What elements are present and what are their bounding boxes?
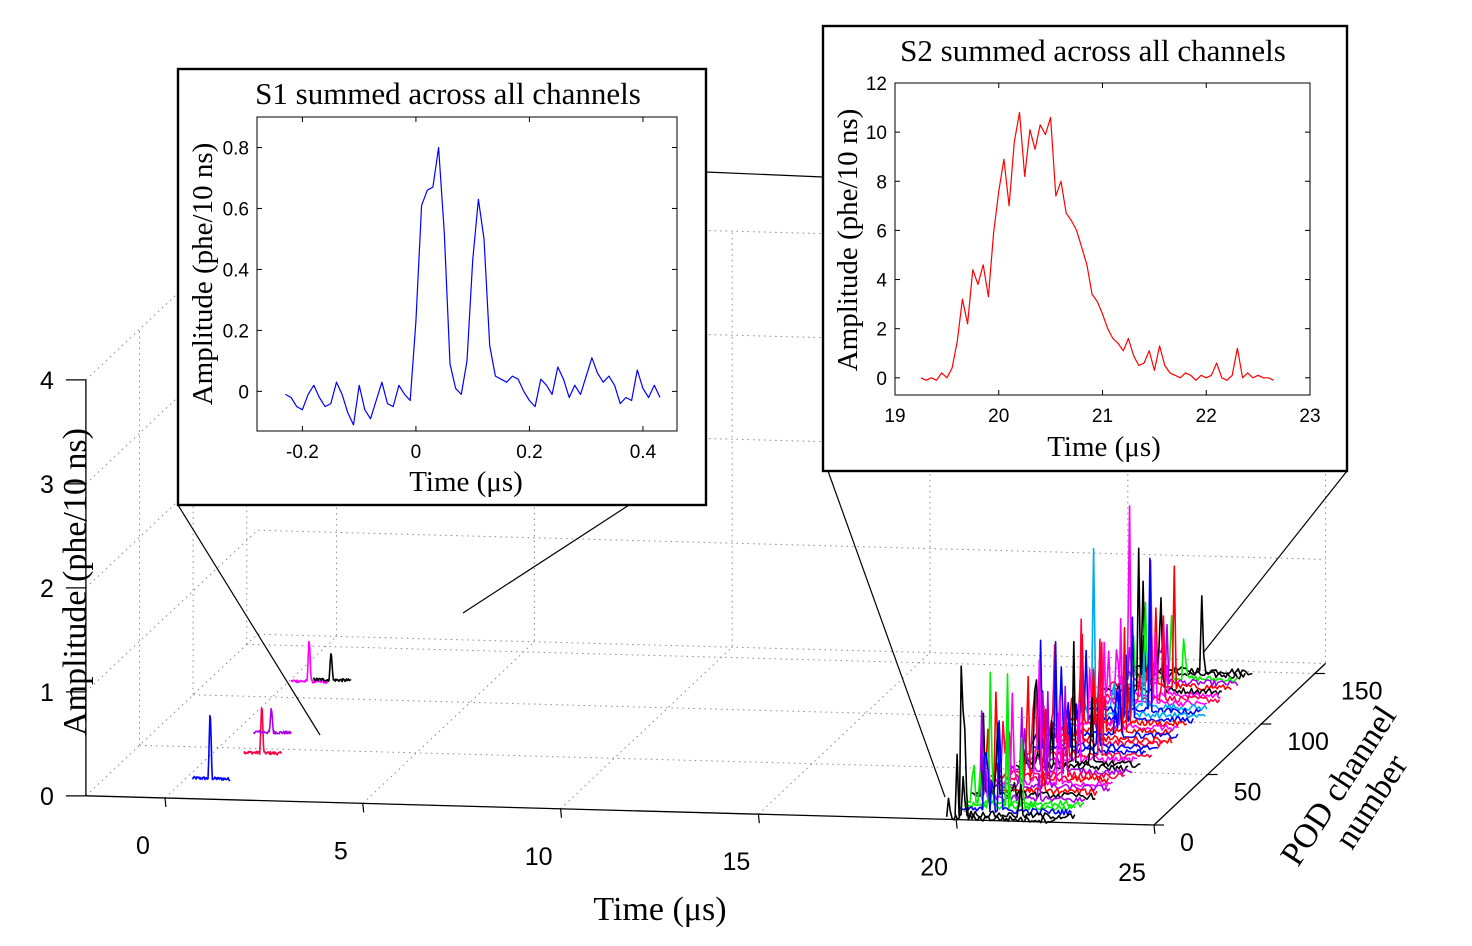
channel-tick-label: 0	[1180, 829, 1194, 857]
grid-line-channel-floor	[139, 744, 1208, 775]
main-x-axis-label: Time (μs)	[593, 891, 726, 928]
s2-plot-area	[894, 82, 1311, 396]
amplitude-tick-label: 1	[40, 679, 54, 707]
s1-pulse-trace	[312, 652, 352, 683]
s1-y-tick-label: 0.4	[223, 260, 250, 281]
s1-x-tick-label: -0.2	[286, 442, 319, 463]
s1-inset-title: S1 summed across all channels	[255, 76, 641, 111]
main-y-axis-label: POD channel number	[1274, 692, 1439, 892]
time-tick-label: 0	[136, 832, 150, 860]
main-z-axis-label: Amplitude (phe/10 ns)	[57, 428, 94, 736]
time-tick-label: 10	[525, 843, 553, 871]
s1-pulse-trace	[252, 707, 292, 735]
s1-x-tick-label: 0.4	[630, 442, 657, 463]
amplitude-tick-label: 4	[40, 367, 54, 395]
inset-connector-lines	[177, 171, 1348, 798]
s2-inset-title: S2 summed across all channels	[900, 33, 1286, 68]
s2-trace	[920, 111, 1274, 381]
s2-pulse-trace	[1108, 565, 1232, 691]
s2-y-axis-label: Amplitude (phe/10 ns)	[832, 109, 864, 372]
s1-x-tick-label: 0	[411, 442, 422, 463]
s2-x-tick-label: 23	[1299, 406, 1320, 427]
s2-y-tick-label: 4	[876, 271, 887, 292]
s2-inset: S2 summed across all channels 19 20 21 22 23…	[821, 24, 1349, 473]
s1-trace	[285, 146, 661, 426]
s1-x-axis-label: Time (μs)	[409, 466, 523, 498]
amplitude-tick-label: 2	[40, 575, 54, 603]
s2-x-tick-label: 20	[988, 406, 1009, 427]
s1-connector-top	[705, 171, 824, 178]
s2-y-tick-label: 10	[866, 123, 887, 144]
s2-y-tick-label: 6	[876, 221, 887, 242]
grid-line-channel-floor	[193, 694, 1262, 725]
s1-y-axis-label: Amplitude (phe/10 ns)	[187, 143, 219, 406]
time-tick	[560, 808, 563, 818]
s2-pulse-trace	[1015, 679, 1129, 772]
s2-pulse-trace	[1070, 633, 1187, 727]
s1-plot-area	[256, 116, 678, 432]
s2-x-tick-label: 19	[884, 406, 905, 427]
s1-y-tick-label: 0	[238, 382, 249, 403]
s2-connector-left	[827, 470, 946, 798]
amplitude-tick-label: 0	[40, 783, 54, 811]
channel-tick-label: 50	[1234, 779, 1262, 807]
time-tick-label: 5	[334, 837, 348, 865]
s1-x-tick-label: 0.2	[516, 442, 542, 463]
time-tick	[757, 814, 760, 824]
time-tick-label: 25	[1118, 859, 1146, 887]
channel-axis-line	[1153, 662, 1327, 826]
channel-tick-label: 100	[1287, 728, 1329, 756]
s2-pulse-trace	[959, 720, 1073, 816]
time-tick	[164, 797, 167, 808]
s1-connector-left	[177, 504, 321, 736]
s1-inset: S1 summed across all channels -0.2 0 0.2 0.…	[176, 67, 708, 507]
time-tick-label: 20	[920, 854, 948, 882]
s1-pulse-trace	[191, 714, 231, 782]
s2-pulse-trace	[954, 753, 1076, 820]
time-tick	[955, 819, 958, 829]
s1-y-tick-label: 0.2	[223, 321, 249, 342]
s2-y-tick-label: 0	[876, 369, 887, 390]
s2-x-tick-label: 21	[1092, 406, 1113, 427]
s1-ticks: -0.2 0 0.2 0.4 0 0.2 0.4 0.6 0.8	[223, 117, 677, 463]
s1-pulse-trace	[243, 707, 283, 756]
s2-y-tick-label: 8	[876, 172, 887, 193]
time-tick-label: 15	[722, 848, 750, 876]
main-traces	[191, 505, 1253, 824]
s1-y-tick-label: 0.8	[223, 138, 249, 159]
s2-ticks: 19 20 21 22 23 0 2 4 6 8 10 12	[866, 74, 1321, 427]
s2-pulse-trace	[945, 665, 1056, 824]
s2-y-tick-label: 12	[866, 74, 887, 95]
channel-tick-label: 150	[1341, 678, 1383, 706]
time-tick	[362, 803, 365, 813]
s2-series-line	[920, 111, 1274, 381]
s2-x-tick-label: 22	[1196, 406, 1217, 427]
s2-connector-right	[1202, 470, 1348, 654]
s2-x-axis-label: Time (μs)	[1047, 431, 1161, 463]
s1-series-line	[285, 146, 661, 426]
time-tick	[1153, 824, 1156, 835]
s1-pulse-trace	[290, 640, 330, 685]
amplitude-tick-label: 3	[40, 471, 54, 499]
s2-y-tick-label: 2	[876, 320, 887, 341]
s1-y-tick-label: 0.6	[223, 199, 249, 220]
grid-line-channel-floor	[246, 643, 1315, 674]
